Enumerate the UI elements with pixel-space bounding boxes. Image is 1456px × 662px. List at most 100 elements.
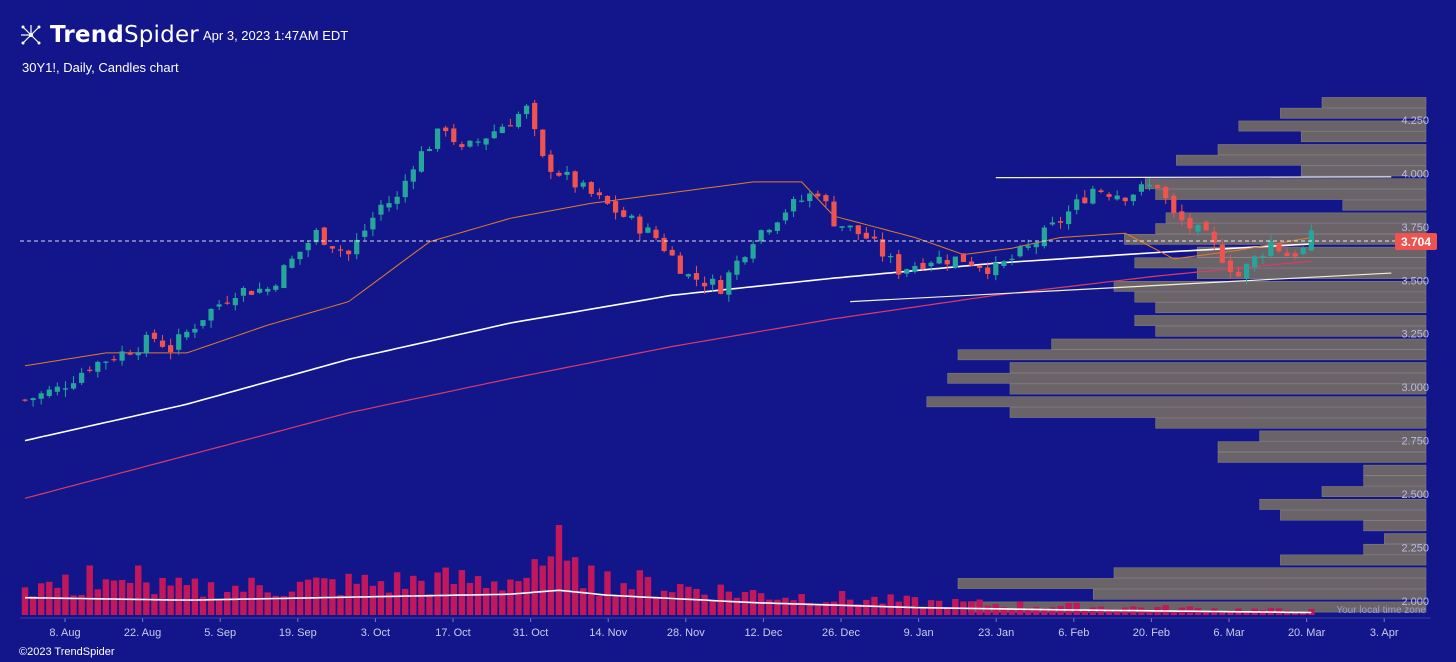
price-chart[interactable]: 4.250 4.000 3.750 3.500 3.250 3.000 2.750 2.500… bbox=[0, 0, 1456, 640]
candle-body bbox=[1195, 224, 1201, 232]
candle-body bbox=[653, 229, 659, 239]
candle-body bbox=[701, 282, 708, 287]
volume-bar bbox=[701, 594, 708, 615]
x-tick-label: 28. Nov bbox=[667, 627, 705, 639]
volume-bar bbox=[1024, 607, 1032, 615]
volume-bar bbox=[636, 570, 644, 615]
candle-body bbox=[1066, 211, 1072, 225]
volume-bar bbox=[280, 596, 288, 615]
x-tick-label: 17. Oct bbox=[435, 627, 470, 639]
candle-body bbox=[443, 127, 449, 132]
x-tick-label: 3. Oct bbox=[361, 627, 390, 639]
trendline bbox=[850, 272, 1392, 303]
profile-bar bbox=[1134, 291, 1427, 303]
candle-body bbox=[1001, 261, 1007, 266]
candle-body bbox=[362, 230, 368, 237]
volume-bar bbox=[78, 595, 85, 615]
y-tick-label: 2.750 bbox=[1401, 436, 1429, 448]
volume-bar bbox=[458, 570, 466, 615]
volume-bar bbox=[1081, 610, 1088, 615]
candle-body bbox=[70, 383, 77, 389]
candles bbox=[22, 100, 1314, 407]
volume-bar bbox=[774, 599, 781, 615]
candle-body bbox=[321, 227, 327, 245]
volume-average-line bbox=[24, 589, 1312, 614]
candle-body bbox=[1049, 222, 1056, 225]
volume-bar bbox=[1146, 609, 1153, 615]
y-tick-label: 3.500 bbox=[1401, 275, 1429, 287]
volume-bar bbox=[232, 585, 239, 615]
candle-body bbox=[257, 288, 263, 293]
volume-bar bbox=[450, 584, 457, 615]
candle-body bbox=[1211, 231, 1217, 243]
volume-bar bbox=[766, 599, 773, 615]
candle-body bbox=[1179, 211, 1185, 221]
volume-bar bbox=[903, 595, 911, 615]
volume-bar bbox=[539, 565, 546, 615]
volume-bar bbox=[21, 587, 29, 615]
candle-body bbox=[1009, 258, 1015, 260]
volume-bar bbox=[418, 580, 425, 615]
candle-body bbox=[564, 171, 570, 175]
volume-bar bbox=[612, 596, 619, 615]
x-tick-label: 3. Apr bbox=[1370, 627, 1399, 639]
candle-body bbox=[515, 114, 522, 127]
volume-bar bbox=[1243, 611, 1250, 615]
profile-bar bbox=[926, 396, 1427, 408]
volume-bar bbox=[37, 583, 45, 615]
volume-bar bbox=[879, 603, 886, 615]
candle-body bbox=[354, 239, 360, 255]
candle-body bbox=[588, 182, 594, 194]
volume-bar bbox=[402, 588, 409, 615]
candle-body bbox=[839, 226, 845, 228]
volume-bar bbox=[1113, 609, 1121, 615]
candle-body bbox=[847, 225, 853, 228]
candle-body bbox=[621, 210, 627, 217]
candle-body bbox=[1276, 243, 1282, 252]
volume-bar bbox=[1227, 610, 1234, 615]
profile-bar bbox=[957, 349, 1427, 361]
candle-body bbox=[273, 285, 279, 290]
candle-body bbox=[346, 250, 352, 255]
volume-bar bbox=[491, 581, 498, 615]
candle-body bbox=[879, 239, 886, 257]
profile-bar bbox=[1300, 165, 1427, 177]
candle-body bbox=[1260, 256, 1266, 258]
candle-body bbox=[831, 201, 837, 227]
profile-bar bbox=[1155, 325, 1427, 337]
candle-body bbox=[378, 204, 384, 215]
candle-body bbox=[95, 361, 101, 372]
profile-bar bbox=[1363, 543, 1427, 555]
candle-body bbox=[22, 399, 28, 401]
band-line bbox=[24, 181, 1312, 367]
volume-bar bbox=[264, 592, 271, 615]
volume-bar bbox=[385, 592, 393, 615]
candle-body bbox=[855, 225, 861, 235]
candle-body bbox=[1025, 245, 1031, 248]
profile-bar bbox=[1134, 257, 1427, 269]
volume-bar bbox=[782, 597, 789, 615]
volume-bar bbox=[434, 572, 441, 615]
ema-line bbox=[24, 260, 1312, 499]
volume-bar bbox=[814, 605, 822, 615]
volume-bar bbox=[1089, 607, 1097, 615]
volume-bar bbox=[1170, 610, 1177, 615]
x-axis: 8. Aug 22. Aug 5. Sep 19. Sep 3. Oct 17. Oct 3… bbox=[49, 618, 1399, 639]
volume-bar bbox=[426, 594, 433, 615]
volume-bar bbox=[377, 581, 385, 615]
candle-body bbox=[985, 267, 991, 274]
volume-bar bbox=[523, 577, 530, 615]
candle-body bbox=[685, 274, 691, 277]
volume-bar bbox=[733, 597, 741, 615]
candle-body bbox=[1243, 263, 1250, 279]
candle-body bbox=[434, 128, 441, 149]
candle-body bbox=[329, 246, 336, 249]
candle-body bbox=[888, 256, 894, 258]
candle-body bbox=[491, 131, 497, 139]
candle-body bbox=[1098, 190, 1104, 193]
profile-bar bbox=[1051, 338, 1427, 350]
profile-bar bbox=[1155, 302, 1427, 314]
candle-body bbox=[1090, 188, 1096, 204]
candle-body bbox=[1268, 240, 1274, 256]
volume-bar bbox=[353, 583, 360, 615]
